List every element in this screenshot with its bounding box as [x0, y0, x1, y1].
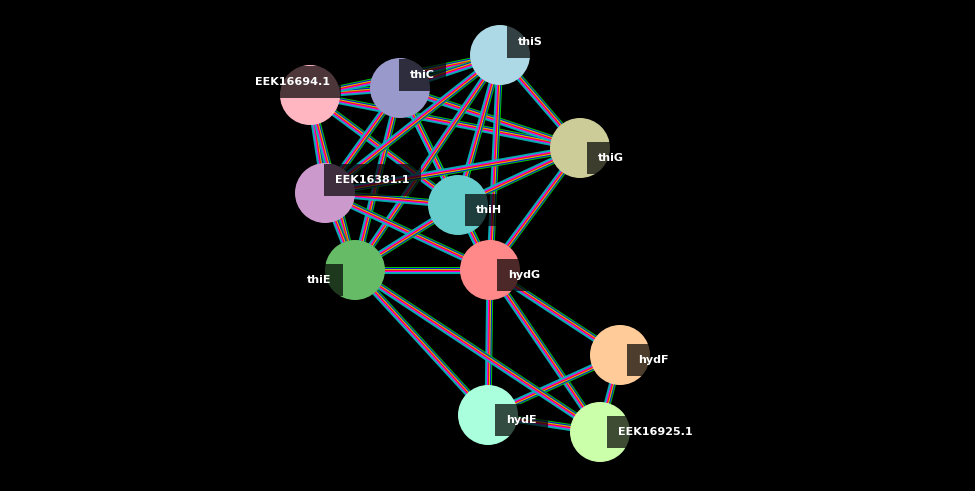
- Circle shape: [550, 118, 610, 178]
- Text: thiH: thiH: [476, 205, 502, 215]
- Circle shape: [458, 385, 518, 445]
- Circle shape: [570, 402, 630, 462]
- Circle shape: [280, 65, 340, 125]
- Text: EEK16925.1: EEK16925.1: [618, 427, 692, 437]
- Circle shape: [325, 240, 385, 300]
- Text: thiG: thiG: [598, 153, 624, 163]
- Text: hydG: hydG: [508, 270, 540, 280]
- Text: EEK16381.1: EEK16381.1: [335, 175, 410, 185]
- Circle shape: [370, 58, 430, 118]
- Text: thiC: thiC: [410, 70, 435, 80]
- Text: thiS: thiS: [518, 37, 543, 47]
- Circle shape: [428, 175, 488, 235]
- Text: EEK16694.1: EEK16694.1: [255, 77, 330, 87]
- Text: hydF: hydF: [638, 355, 669, 365]
- Circle shape: [295, 163, 355, 223]
- Text: thiE: thiE: [307, 275, 332, 285]
- Text: hydE: hydE: [506, 415, 536, 425]
- Circle shape: [590, 325, 650, 385]
- Circle shape: [460, 240, 520, 300]
- Circle shape: [470, 25, 530, 85]
